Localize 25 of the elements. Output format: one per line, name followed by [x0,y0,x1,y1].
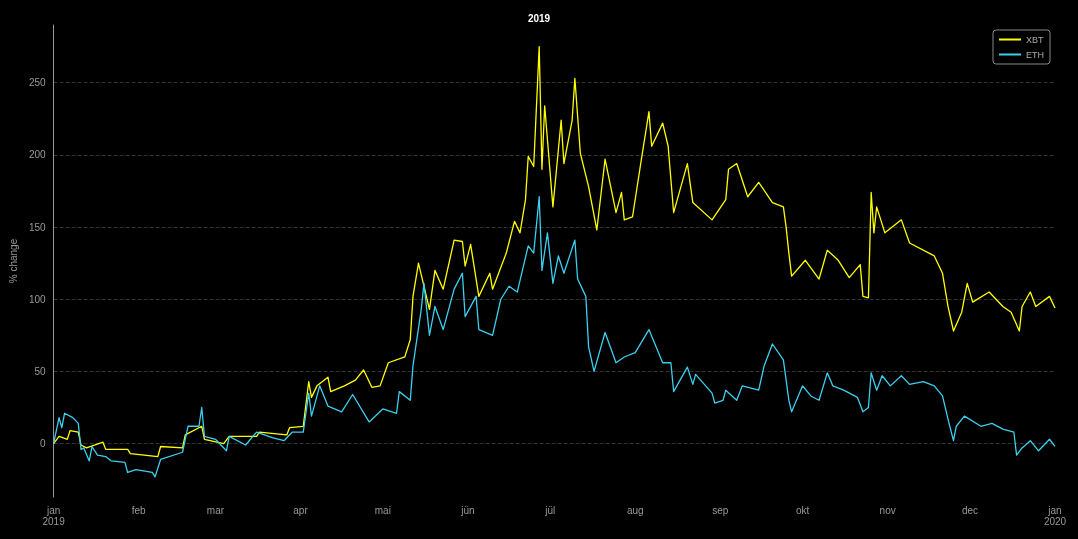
x-tick-label: jül [544,505,556,516]
y-tick-label: 150 [28,221,47,233]
y-tick-label: 250 [28,77,47,89]
y-axis-title: % change [7,238,19,284]
x-tick-label: aug [626,505,644,516]
x-tick-label: jan 2019 [42,505,66,527]
line-series [52,196,1056,478]
y-tick-label: 100 [28,293,47,305]
y-tick-label: 200 [28,149,47,161]
x-tick-label: jan 2020 [1043,505,1067,527]
x-tick-label: okt [795,505,810,516]
x-tick-label: mai [374,505,391,516]
x-tick-label: feb [131,505,147,516]
x-tick-label: mar [206,505,225,516]
chart-title: 2019 [527,12,551,24]
y-tick-label: 50 [34,365,47,377]
x-tick-label: apr [293,505,309,516]
line-series [52,46,1056,458]
legend-label: ETH [1026,49,1044,60]
y-tick-label: 0 [40,438,47,450]
legend-label: XBT [1026,34,1045,45]
x-tick-label: nov [879,505,896,516]
x-tick-label: jün [460,505,475,516]
x-tick-label: dec [961,505,979,516]
x-tick-label: sep [712,505,729,516]
